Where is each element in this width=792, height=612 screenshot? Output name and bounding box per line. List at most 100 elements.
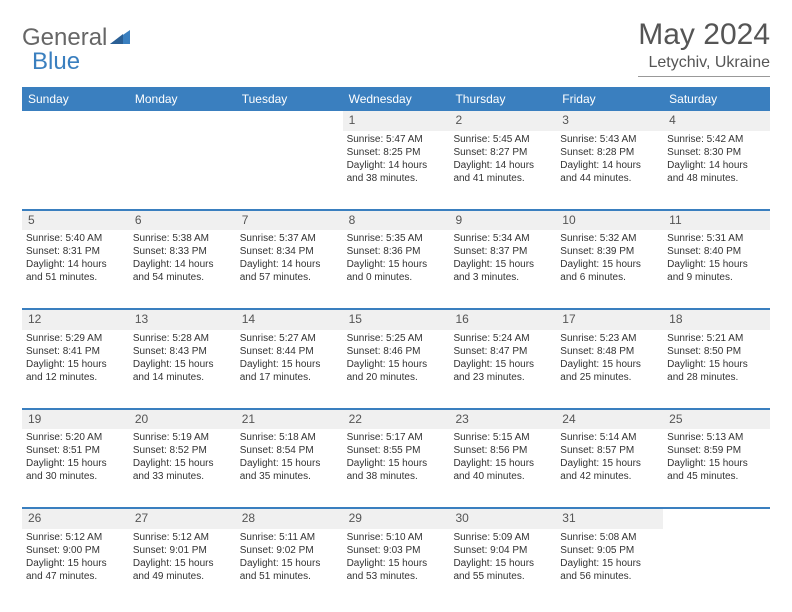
daynum-row: 12131415161718 bbox=[22, 310, 770, 330]
sunrise-text: Sunrise: 5:25 AM bbox=[347, 332, 446, 345]
daylight-text: Daylight: 15 hours and 40 minutes. bbox=[453, 457, 552, 483]
day-number-cell: 13 bbox=[129, 310, 236, 330]
weekday-header: Wednesday bbox=[343, 87, 450, 111]
daylight-text: Daylight: 14 hours and 44 minutes. bbox=[560, 159, 659, 185]
sunrise-text: Sunrise: 5:37 AM bbox=[240, 232, 339, 245]
sunset-text: Sunset: 9:01 PM bbox=[133, 544, 232, 557]
day-info-cell: Sunrise: 5:24 AMSunset: 8:47 PMDaylight:… bbox=[449, 330, 556, 408]
info-row: Sunrise: 5:12 AMSunset: 9:00 PMDaylight:… bbox=[22, 529, 770, 607]
sunset-text: Sunset: 8:50 PM bbox=[667, 345, 766, 358]
info-row: Sunrise: 5:47 AMSunset: 8:25 PMDaylight:… bbox=[22, 131, 770, 211]
sunrise-text: Sunrise: 5:12 AM bbox=[133, 531, 232, 544]
sunset-text: Sunset: 8:56 PM bbox=[453, 444, 552, 457]
sunrise-text: Sunrise: 5:34 AM bbox=[453, 232, 552, 245]
sunset-text: Sunset: 8:48 PM bbox=[560, 345, 659, 358]
day-number-cell: 24 bbox=[556, 410, 663, 430]
day-info-cell: Sunrise: 5:08 AMSunset: 9:05 PMDaylight:… bbox=[556, 529, 663, 607]
logo-text-2: Blue bbox=[32, 48, 80, 76]
sunset-text: Sunset: 8:37 PM bbox=[453, 245, 552, 258]
day-number-cell: 29 bbox=[343, 509, 450, 529]
day-info-cell bbox=[22, 131, 129, 209]
sunset-text: Sunset: 8:41 PM bbox=[26, 345, 125, 358]
sunrise-text: Sunrise: 5:40 AM bbox=[26, 232, 125, 245]
sunrise-text: Sunrise: 5:23 AM bbox=[560, 332, 659, 345]
day-info-cell bbox=[236, 131, 343, 209]
day-info-cell bbox=[129, 131, 236, 209]
day-info-cell: Sunrise: 5:32 AMSunset: 8:39 PMDaylight:… bbox=[556, 230, 663, 308]
day-number-cell: 3 bbox=[556, 111, 663, 131]
daylight-text: Daylight: 15 hours and 33 minutes. bbox=[133, 457, 232, 483]
daylight-text: Daylight: 15 hours and 28 minutes. bbox=[667, 358, 766, 384]
weekday-header: Friday bbox=[556, 87, 663, 111]
daylight-text: Daylight: 15 hours and 42 minutes. bbox=[560, 457, 659, 483]
day-info-cell bbox=[663, 529, 770, 607]
day-number-cell: 21 bbox=[236, 410, 343, 430]
sunset-text: Sunset: 9:00 PM bbox=[26, 544, 125, 557]
day-info-cell: Sunrise: 5:27 AMSunset: 8:44 PMDaylight:… bbox=[236, 330, 343, 408]
daylight-text: Daylight: 14 hours and 54 minutes. bbox=[133, 258, 232, 284]
weekday-header-row: SundayMondayTuesdayWednesdayThursdayFrid… bbox=[22, 87, 770, 111]
sunset-text: Sunset: 8:27 PM bbox=[453, 146, 552, 159]
day-number-cell: 16 bbox=[449, 310, 556, 330]
day-info-cell: Sunrise: 5:20 AMSunset: 8:51 PMDaylight:… bbox=[22, 429, 129, 507]
sunset-text: Sunset: 8:59 PM bbox=[667, 444, 766, 457]
day-info-cell: Sunrise: 5:11 AMSunset: 9:02 PMDaylight:… bbox=[236, 529, 343, 607]
day-number-cell: 2 bbox=[449, 111, 556, 131]
daynum-row: 567891011 bbox=[22, 211, 770, 231]
day-number-cell: 18 bbox=[663, 310, 770, 330]
sunrise-text: Sunrise: 5:35 AM bbox=[347, 232, 446, 245]
sunset-text: Sunset: 8:39 PM bbox=[560, 245, 659, 258]
sunrise-text: Sunrise: 5:24 AM bbox=[453, 332, 552, 345]
sunrise-text: Sunrise: 5:31 AM bbox=[667, 232, 766, 245]
day-number-cell: 5 bbox=[22, 211, 129, 231]
sunset-text: Sunset: 9:05 PM bbox=[560, 544, 659, 557]
sunset-text: Sunset: 8:25 PM bbox=[347, 146, 446, 159]
day-number-cell: 20 bbox=[129, 410, 236, 430]
sunset-text: Sunset: 9:03 PM bbox=[347, 544, 446, 557]
day-number-cell: 10 bbox=[556, 211, 663, 231]
daylight-text: Daylight: 15 hours and 9 minutes. bbox=[667, 258, 766, 284]
day-number-cell: 12 bbox=[22, 310, 129, 330]
day-number-cell: 28 bbox=[236, 509, 343, 529]
daylight-text: Daylight: 15 hours and 49 minutes. bbox=[133, 557, 232, 583]
day-info-cell: Sunrise: 5:43 AMSunset: 8:28 PMDaylight:… bbox=[556, 131, 663, 209]
logo-triangle-icon bbox=[109, 24, 131, 52]
day-number-cell: 11 bbox=[663, 211, 770, 231]
info-row: Sunrise: 5:29 AMSunset: 8:41 PMDaylight:… bbox=[22, 330, 770, 410]
day-number-cell: 22 bbox=[343, 410, 450, 430]
day-info-cell: Sunrise: 5:17 AMSunset: 8:55 PMDaylight:… bbox=[343, 429, 450, 507]
day-info-cell: Sunrise: 5:38 AMSunset: 8:33 PMDaylight:… bbox=[129, 230, 236, 308]
daylight-text: Daylight: 15 hours and 45 minutes. bbox=[667, 457, 766, 483]
day-number-cell: 31 bbox=[556, 509, 663, 529]
daylight-text: Daylight: 15 hours and 47 minutes. bbox=[26, 557, 125, 583]
day-info-cell: Sunrise: 5:19 AMSunset: 8:52 PMDaylight:… bbox=[129, 429, 236, 507]
day-number-cell: 27 bbox=[129, 509, 236, 529]
day-info-cell: Sunrise: 5:34 AMSunset: 8:37 PMDaylight:… bbox=[449, 230, 556, 308]
sunset-text: Sunset: 9:04 PM bbox=[453, 544, 552, 557]
daylight-text: Daylight: 15 hours and 55 minutes. bbox=[453, 557, 552, 583]
title-block: May 2024 Letychiv, Ukraine bbox=[638, 18, 770, 77]
sunrise-text: Sunrise: 5:10 AM bbox=[347, 531, 446, 544]
day-number-cell bbox=[22, 111, 129, 131]
calendar-body: 1234Sunrise: 5:47 AMSunset: 8:25 PMDayli… bbox=[22, 111, 770, 607]
sunrise-text: Sunrise: 5:18 AM bbox=[240, 431, 339, 444]
day-number-cell: 14 bbox=[236, 310, 343, 330]
sunrise-text: Sunrise: 5:19 AM bbox=[133, 431, 232, 444]
sunrise-text: Sunrise: 5:20 AM bbox=[26, 431, 125, 444]
daylight-text: Daylight: 14 hours and 51 minutes. bbox=[26, 258, 125, 284]
day-info-cell: Sunrise: 5:31 AMSunset: 8:40 PMDaylight:… bbox=[663, 230, 770, 308]
day-number-cell bbox=[129, 111, 236, 131]
weekday-header: Saturday bbox=[663, 87, 770, 111]
weekday-header: Thursday bbox=[449, 87, 556, 111]
day-info-cell: Sunrise: 5:23 AMSunset: 8:48 PMDaylight:… bbox=[556, 330, 663, 408]
info-row: Sunrise: 5:20 AMSunset: 8:51 PMDaylight:… bbox=[22, 429, 770, 509]
sunset-text: Sunset: 8:34 PM bbox=[240, 245, 339, 258]
day-info-cell: Sunrise: 5:45 AMSunset: 8:27 PMDaylight:… bbox=[449, 131, 556, 209]
sunrise-text: Sunrise: 5:27 AM bbox=[240, 332, 339, 345]
day-number-cell: 30 bbox=[449, 509, 556, 529]
sunset-text: Sunset: 8:43 PM bbox=[133, 345, 232, 358]
sunset-text: Sunset: 8:52 PM bbox=[133, 444, 232, 457]
daylight-text: Daylight: 15 hours and 0 minutes. bbox=[347, 258, 446, 284]
day-number-cell: 26 bbox=[22, 509, 129, 529]
sunrise-text: Sunrise: 5:32 AM bbox=[560, 232, 659, 245]
